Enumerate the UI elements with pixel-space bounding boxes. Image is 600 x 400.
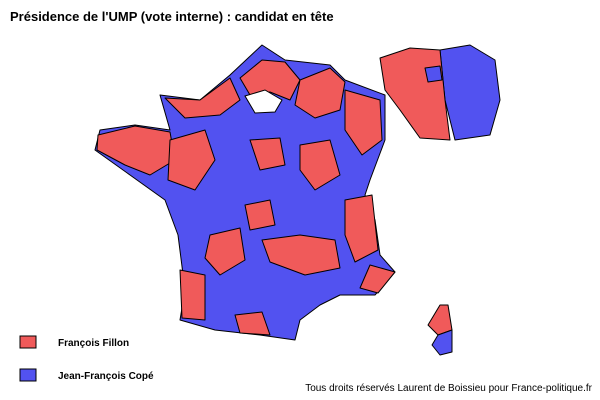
corsica-south bbox=[431, 329, 453, 356]
region-east bbox=[344, 89, 383, 156]
region-normandy bbox=[164, 77, 241, 119]
idf-inset-east bbox=[439, 44, 501, 141]
region-northeast bbox=[294, 67, 346, 119]
region-burgundy bbox=[299, 139, 341, 191]
region-alps bbox=[344, 194, 379, 263]
legend-swatch bbox=[19, 335, 37, 349]
region-provence bbox=[359, 264, 396, 294]
credit: Tous droits réservés Laurent de Boissieu… bbox=[305, 383, 592, 394]
region-rhone bbox=[261, 234, 341, 276]
region-massif bbox=[204, 227, 246, 276]
region-centre bbox=[249, 137, 286, 171]
region-aquitaine bbox=[179, 269, 206, 321]
region-pyrenees bbox=[234, 311, 271, 336]
legend-swatch bbox=[19, 368, 37, 382]
legend-label: François Fillon bbox=[58, 338, 129, 349]
region-brittany bbox=[96, 125, 176, 176]
legend-label: Jean-François Copé bbox=[58, 371, 154, 382]
idf-inset-paris bbox=[424, 65, 443, 83]
paris-area-gap bbox=[244, 89, 283, 114]
region-loire bbox=[167, 129, 216, 191]
region-limousin bbox=[244, 199, 276, 231]
map-title: Présidence de l'UMP (vote interne) : can… bbox=[10, 9, 334, 24]
